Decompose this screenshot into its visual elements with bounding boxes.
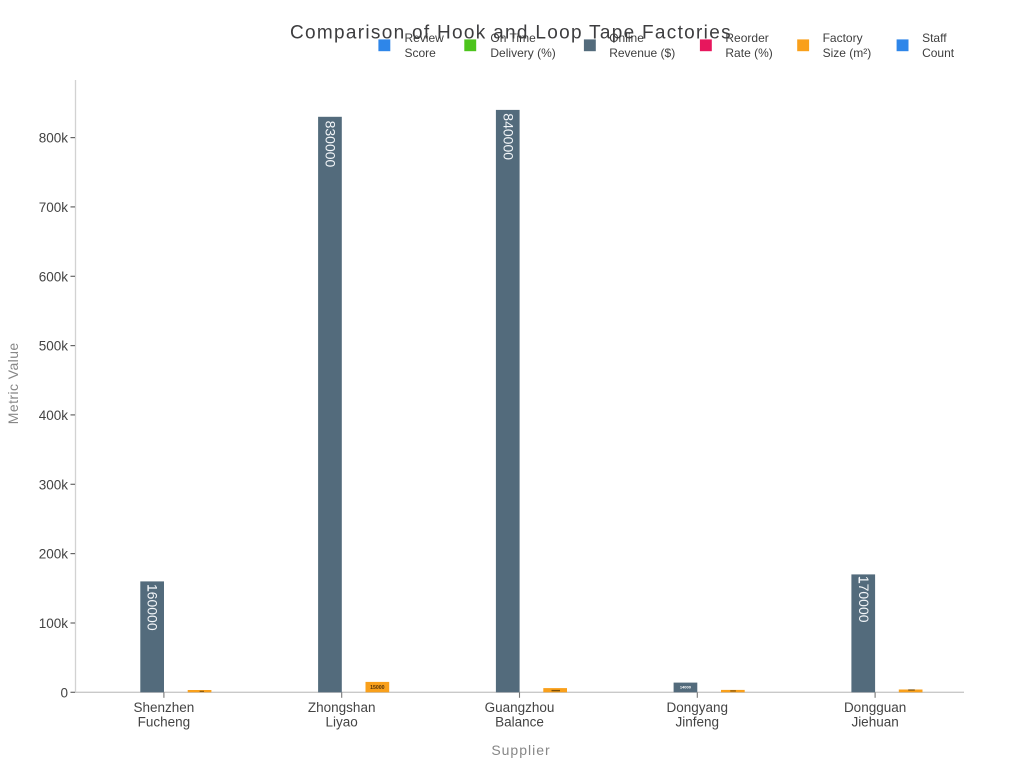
svg-text:Revenue ($): Revenue ($): [609, 46, 675, 60]
svg-text:800k: 800k: [39, 131, 69, 146]
svg-text:Review: Review: [405, 31, 445, 45]
svg-text:14000: 14000: [680, 685, 692, 690]
svg-text:700k: 700k: [39, 200, 69, 215]
svg-text:600k: 600k: [39, 269, 69, 284]
svg-text:Zhongshan: Zhongshan: [308, 700, 376, 715]
svg-text:Dongyang: Dongyang: [667, 700, 729, 715]
svg-text:Staff: Staff: [922, 31, 947, 45]
svg-text:Delivery (%): Delivery (%): [490, 46, 555, 60]
svg-text:On Time: On Time: [490, 31, 536, 45]
svg-text:Dongguan: Dongguan: [844, 700, 906, 715]
svg-text:0: 0: [60, 685, 68, 700]
svg-text:400k: 400k: [39, 408, 69, 423]
svg-text:Comparison of Hook and Loop Ta: Comparison of Hook and Loop Tape Factori…: [290, 23, 732, 44]
svg-text:170000: 170000: [856, 576, 872, 623]
svg-text:100k: 100k: [39, 616, 69, 631]
svg-text:Supplier: Supplier: [491, 742, 550, 758]
svg-text:Metric Value: Metric Value: [5, 342, 21, 424]
svg-text:Liyao: Liyao: [326, 715, 358, 730]
svg-text:830000: 830000: [323, 121, 339, 168]
svg-text:500k: 500k: [39, 339, 69, 354]
svg-text:15000: 15000: [370, 685, 385, 691]
svg-text:Rate (%): Rate (%): [725, 46, 772, 60]
svg-text:160000: 160000: [145, 584, 161, 631]
svg-text:Fucheng: Fucheng: [138, 715, 191, 730]
svg-text:Balance: Balance: [495, 715, 544, 730]
svg-text:840000: 840000: [500, 113, 516, 160]
svg-text:Score: Score: [405, 46, 437, 60]
svg-text:Size (m²): Size (m²): [823, 46, 872, 60]
svg-text:Factory: Factory: [823, 31, 863, 45]
svg-text:300k: 300k: [39, 477, 69, 492]
svg-text:Jiehuan: Jiehuan: [851, 715, 898, 730]
svg-text:Jinfeng: Jinfeng: [676, 715, 720, 730]
svg-text:200k: 200k: [39, 547, 69, 562]
svg-text:Online: Online: [609, 31, 644, 45]
svg-text:Count: Count: [922, 46, 955, 60]
svg-text:Reorder: Reorder: [725, 31, 768, 45]
svg-text:Guangzhou: Guangzhou: [485, 700, 555, 715]
svg-text:Shenzhen: Shenzhen: [133, 700, 194, 715]
